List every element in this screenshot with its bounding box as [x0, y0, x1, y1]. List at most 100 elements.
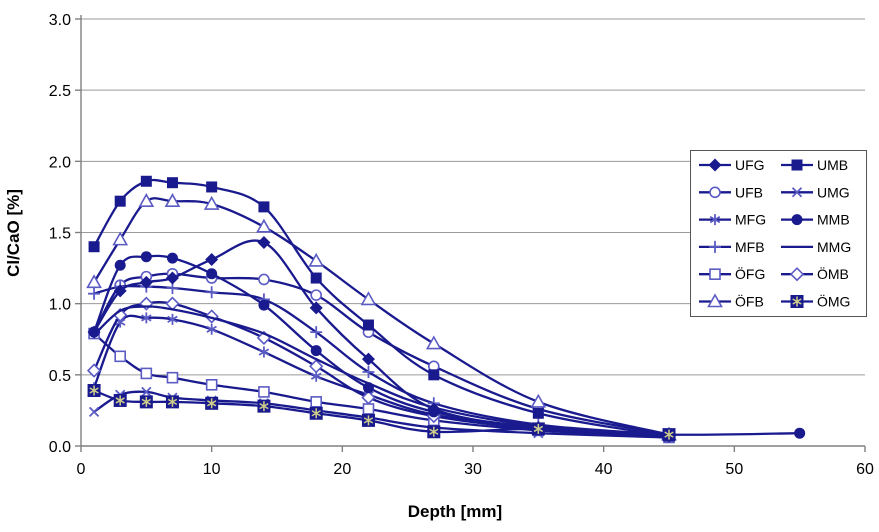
series-line-MMG — [92, 305, 671, 436]
diamond-open-marker — [139, 296, 154, 311]
square-filled-asterisk-marker — [531, 422, 545, 436]
square-filled-marker — [206, 181, 218, 193]
plus-marker — [709, 240, 721, 253]
legend-label-UFG: UFG — [735, 157, 765, 173]
series-MMG — [92, 305, 671, 436]
square-filled-marker — [310, 272, 322, 284]
circle-filled-marker — [258, 299, 270, 311]
legend-entry-MMG: MMG — [781, 239, 851, 255]
circle-filled-marker — [140, 251, 152, 263]
triangle-open-marker — [256, 218, 272, 233]
legend-label-MFG: MFG — [735, 212, 766, 228]
square-filled-asterisk-marker — [662, 428, 676, 442]
square-open-marker — [114, 350, 126, 363]
square-open-marker — [205, 378, 218, 391]
square-filled-marker — [428, 369, 440, 381]
asterisk-marker — [258, 346, 270, 358]
y-tick-label: 3.0 — [49, 12, 71, 29]
circle-filled-marker — [166, 252, 178, 264]
series-line-MFG — [92, 314, 671, 438]
triangle-open-marker — [308, 252, 325, 267]
diamond-filled-marker — [309, 301, 323, 315]
legend-label-UMG: UMG — [817, 184, 850, 200]
legend-entry-UFG: UFG — [699, 157, 765, 173]
legend-label-ÖFG: ÖFG — [735, 265, 765, 282]
diamond-open-marker — [86, 363, 102, 378]
legend-entry-MFG: MFG — [699, 212, 766, 228]
y-tick-label: 2.5 — [49, 83, 71, 100]
plus-marker — [205, 286, 218, 299]
diamond-filled-marker — [361, 352, 375, 366]
square-filled-asterisk-marker — [113, 393, 127, 407]
circle-open-marker — [310, 289, 323, 301]
y-tick-label: 0.0 — [49, 439, 71, 456]
square-filled-marker — [88, 241, 100, 253]
legend-entry-UMB: UMB — [781, 157, 848, 173]
legend-label-UFB: UFB — [735, 184, 763, 200]
series-ÖFB — [86, 193, 677, 441]
series-UFG — [87, 235, 676, 443]
legend-label-MMB: MMB — [817, 212, 850, 228]
square-open-marker — [140, 367, 153, 380]
square-filled-marker — [791, 159, 803, 171]
diamond-filled-marker — [257, 235, 271, 249]
square-filled-asterisk-marker — [139, 395, 153, 409]
legend-entry-ÖFG: ÖFG — [699, 265, 765, 282]
circle-filled-marker — [88, 326, 100, 338]
asterisk-marker — [167, 313, 178, 325]
square-filled-asterisk-marker — [87, 383, 101, 397]
legend-entry-ÖFB: ÖFB — [699, 293, 764, 310]
square-filled-marker — [532, 407, 544, 419]
legend-entry-ÖMG: ÖMG — [781, 293, 850, 310]
diamond-open-marker — [309, 359, 324, 374]
series-ÖMG — [87, 383, 676, 442]
diamond-filled-marker — [708, 158, 722, 172]
triangle-open-marker — [86, 274, 102, 289]
legend-label-ÖMB: ÖMB — [817, 265, 849, 282]
y-tick-label: 2.0 — [49, 154, 71, 171]
x-axis-title: Depth [mm] — [408, 502, 502, 521]
circle-filled-marker — [791, 214, 803, 226]
legend-label-ÖFB: ÖFB — [735, 293, 764, 310]
square-open-marker — [258, 386, 270, 398]
square-filled-asterisk-marker — [361, 413, 375, 427]
circle-filled-marker — [206, 268, 218, 280]
triangle-open-marker — [360, 291, 377, 306]
triangle-open-marker — [112, 231, 129, 246]
triangle-open-marker — [164, 193, 181, 207]
square-filled-marker — [166, 177, 178, 189]
x-tick-label: 20 — [333, 461, 351, 478]
x-tick-label: 40 — [595, 461, 613, 478]
asterisk-marker — [141, 312, 152, 324]
legend-label-MFB: MFB — [735, 239, 765, 255]
legend-entry-UFB: UFB — [699, 184, 763, 200]
square-filled-asterisk-marker — [257, 399, 271, 413]
y-tick-label: 1.0 — [49, 297, 71, 314]
triangle-open-marker — [203, 195, 220, 210]
x-marker — [791, 187, 803, 198]
y-tick-label: 1.5 — [49, 226, 71, 243]
legend-entry-ÖMB: ÖMB — [781, 265, 849, 282]
asterisk-marker — [709, 214, 721, 226]
diamond-open-marker — [789, 267, 805, 282]
circle-filled-marker — [310, 345, 322, 357]
y-tick-label: 0.5 — [49, 368, 71, 385]
triangle-open-marker — [707, 293, 723, 308]
legend-label-UMB: UMB — [817, 157, 848, 173]
diamond-open-marker — [361, 390, 376, 405]
series-line-UMG — [92, 390, 671, 439]
circle-open-marker — [258, 273, 270, 286]
legend-box — [690, 150, 867, 317]
series-ÖFG — [88, 327, 675, 444]
square-filled-asterisk-marker — [205, 396, 219, 410]
diamond-filled-marker — [165, 271, 179, 285]
plus-marker — [362, 365, 375, 378]
square-filled-asterisk-marker — [165, 395, 179, 409]
square-filled-marker — [140, 175, 152, 187]
x-marker — [141, 386, 152, 398]
y-axis-title: Cl/CaO [%] — [4, 189, 23, 277]
triangle-open-marker — [530, 393, 547, 408]
diamond-filled-marker — [113, 284, 127, 298]
